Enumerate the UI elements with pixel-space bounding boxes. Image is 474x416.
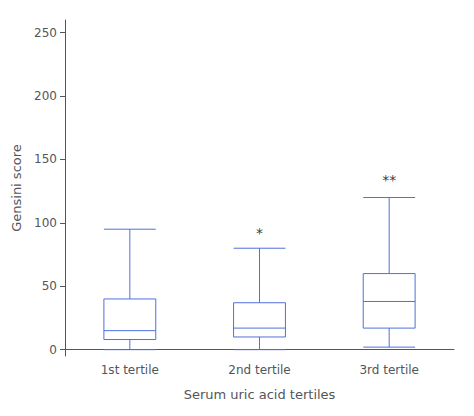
svg-text:250: 250 — [34, 26, 57, 40]
svg-text:*: * — [256, 225, 263, 241]
svg-text:3rd tertile: 3rd tertile — [359, 363, 419, 377]
svg-text:150: 150 — [34, 152, 57, 166]
svg-text:100: 100 — [34, 216, 57, 230]
svg-text:0: 0 — [49, 343, 57, 357]
svg-text:2nd tertile: 2nd tertile — [228, 363, 290, 377]
svg-text:**: ** — [382, 172, 396, 188]
svg-text:1st tertile: 1st tertile — [101, 363, 159, 377]
svg-text:200: 200 — [34, 89, 57, 103]
svg-text:50: 50 — [42, 279, 57, 293]
svg-text:Gensini score: Gensini score — [9, 144, 24, 232]
svg-text:Serum uric acid tertiles: Serum uric acid tertiles — [184, 387, 336, 402]
